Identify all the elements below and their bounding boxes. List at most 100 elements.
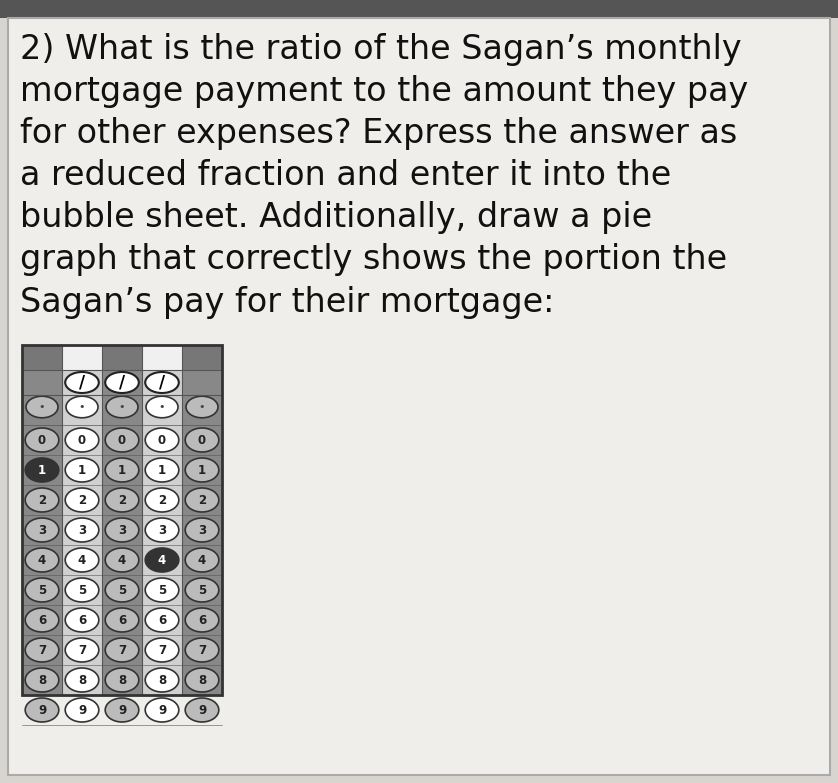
Text: 4: 4	[78, 554, 86, 566]
Bar	[62, 345, 102, 370]
Ellipse shape	[145, 608, 178, 632]
Ellipse shape	[106, 668, 139, 692]
Text: 5: 5	[78, 583, 86, 597]
Ellipse shape	[145, 488, 178, 512]
Text: 3: 3	[118, 524, 126, 536]
Ellipse shape	[25, 578, 59, 602]
Ellipse shape	[145, 548, 178, 572]
Ellipse shape	[145, 428, 178, 452]
Ellipse shape	[25, 458, 59, 482]
Ellipse shape	[106, 578, 139, 602]
Ellipse shape	[25, 638, 59, 662]
Ellipse shape	[66, 396, 98, 418]
Bar	[22, 345, 62, 370]
Ellipse shape	[25, 668, 59, 692]
Ellipse shape	[185, 698, 219, 722]
Text: 4: 4	[118, 554, 127, 566]
Bar	[102, 345, 142, 370]
Text: 3: 3	[158, 524, 166, 536]
Ellipse shape	[185, 428, 219, 452]
Text: /: /	[119, 373, 125, 392]
Ellipse shape	[185, 518, 219, 542]
Bar	[22, 345, 222, 695]
Ellipse shape	[106, 458, 139, 482]
Text: 7: 7	[78, 644, 86, 656]
Ellipse shape	[106, 488, 139, 512]
Ellipse shape	[106, 548, 139, 572]
Ellipse shape	[185, 548, 219, 572]
Text: 0: 0	[38, 434, 46, 446]
Ellipse shape	[185, 458, 219, 482]
Text: 1: 1	[78, 464, 86, 477]
Text: 4: 4	[198, 554, 206, 566]
Ellipse shape	[106, 428, 139, 452]
Text: 3: 3	[38, 524, 46, 536]
Text: 1: 1	[38, 464, 46, 477]
Text: 8: 8	[38, 673, 46, 687]
Text: 7: 7	[158, 644, 166, 656]
Ellipse shape	[106, 396, 138, 418]
Text: 8: 8	[118, 673, 127, 687]
Text: 9: 9	[78, 703, 86, 716]
Ellipse shape	[65, 608, 99, 632]
Text: 0: 0	[78, 434, 86, 446]
Text: •: •	[39, 402, 45, 412]
Text: •: •	[119, 402, 125, 412]
Text: 6: 6	[78, 614, 86, 626]
Ellipse shape	[106, 518, 139, 542]
Text: 1: 1	[118, 464, 126, 477]
Ellipse shape	[185, 638, 219, 662]
Text: 5: 5	[158, 583, 166, 597]
Ellipse shape	[145, 578, 178, 602]
Ellipse shape	[65, 578, 99, 602]
Ellipse shape	[65, 372, 99, 393]
Ellipse shape	[25, 608, 59, 632]
Text: 5: 5	[38, 583, 46, 597]
Ellipse shape	[106, 698, 139, 722]
Ellipse shape	[25, 488, 59, 512]
Ellipse shape	[185, 488, 219, 512]
Bar	[142, 345, 182, 695]
Ellipse shape	[185, 668, 219, 692]
Bar	[102, 345, 142, 695]
Ellipse shape	[65, 668, 99, 692]
Text: /: /	[79, 373, 85, 392]
Text: 7: 7	[198, 644, 206, 656]
Bar	[0, 0, 838, 18]
Text: 1: 1	[198, 464, 206, 477]
Ellipse shape	[145, 638, 178, 662]
Text: 2: 2	[118, 493, 126, 507]
Ellipse shape	[185, 578, 219, 602]
Ellipse shape	[25, 428, 59, 452]
Ellipse shape	[65, 548, 99, 572]
Ellipse shape	[65, 518, 99, 542]
Ellipse shape	[25, 698, 59, 722]
Text: 2: 2	[198, 493, 206, 507]
Text: 0: 0	[118, 434, 126, 446]
Ellipse shape	[145, 668, 178, 692]
Text: 0: 0	[198, 434, 206, 446]
Ellipse shape	[186, 396, 218, 418]
Text: 2: 2	[78, 493, 86, 507]
Bar	[182, 345, 222, 370]
Text: 4: 4	[158, 554, 166, 566]
Text: 6: 6	[198, 614, 206, 626]
Ellipse shape	[25, 518, 59, 542]
Text: •: •	[79, 402, 85, 412]
Text: 4: 4	[38, 554, 46, 566]
Ellipse shape	[106, 372, 139, 393]
Text: •: •	[199, 402, 205, 412]
Ellipse shape	[146, 396, 178, 418]
Ellipse shape	[185, 608, 219, 632]
Ellipse shape	[145, 372, 178, 393]
Text: 5: 5	[198, 583, 206, 597]
Text: 3: 3	[198, 524, 206, 536]
Ellipse shape	[145, 458, 178, 482]
Bar	[22, 345, 62, 695]
Text: •: •	[158, 402, 165, 412]
Text: 8: 8	[78, 673, 86, 687]
Text: 3: 3	[78, 524, 86, 536]
Text: 6: 6	[38, 614, 46, 626]
Ellipse shape	[65, 428, 99, 452]
Ellipse shape	[25, 548, 59, 572]
